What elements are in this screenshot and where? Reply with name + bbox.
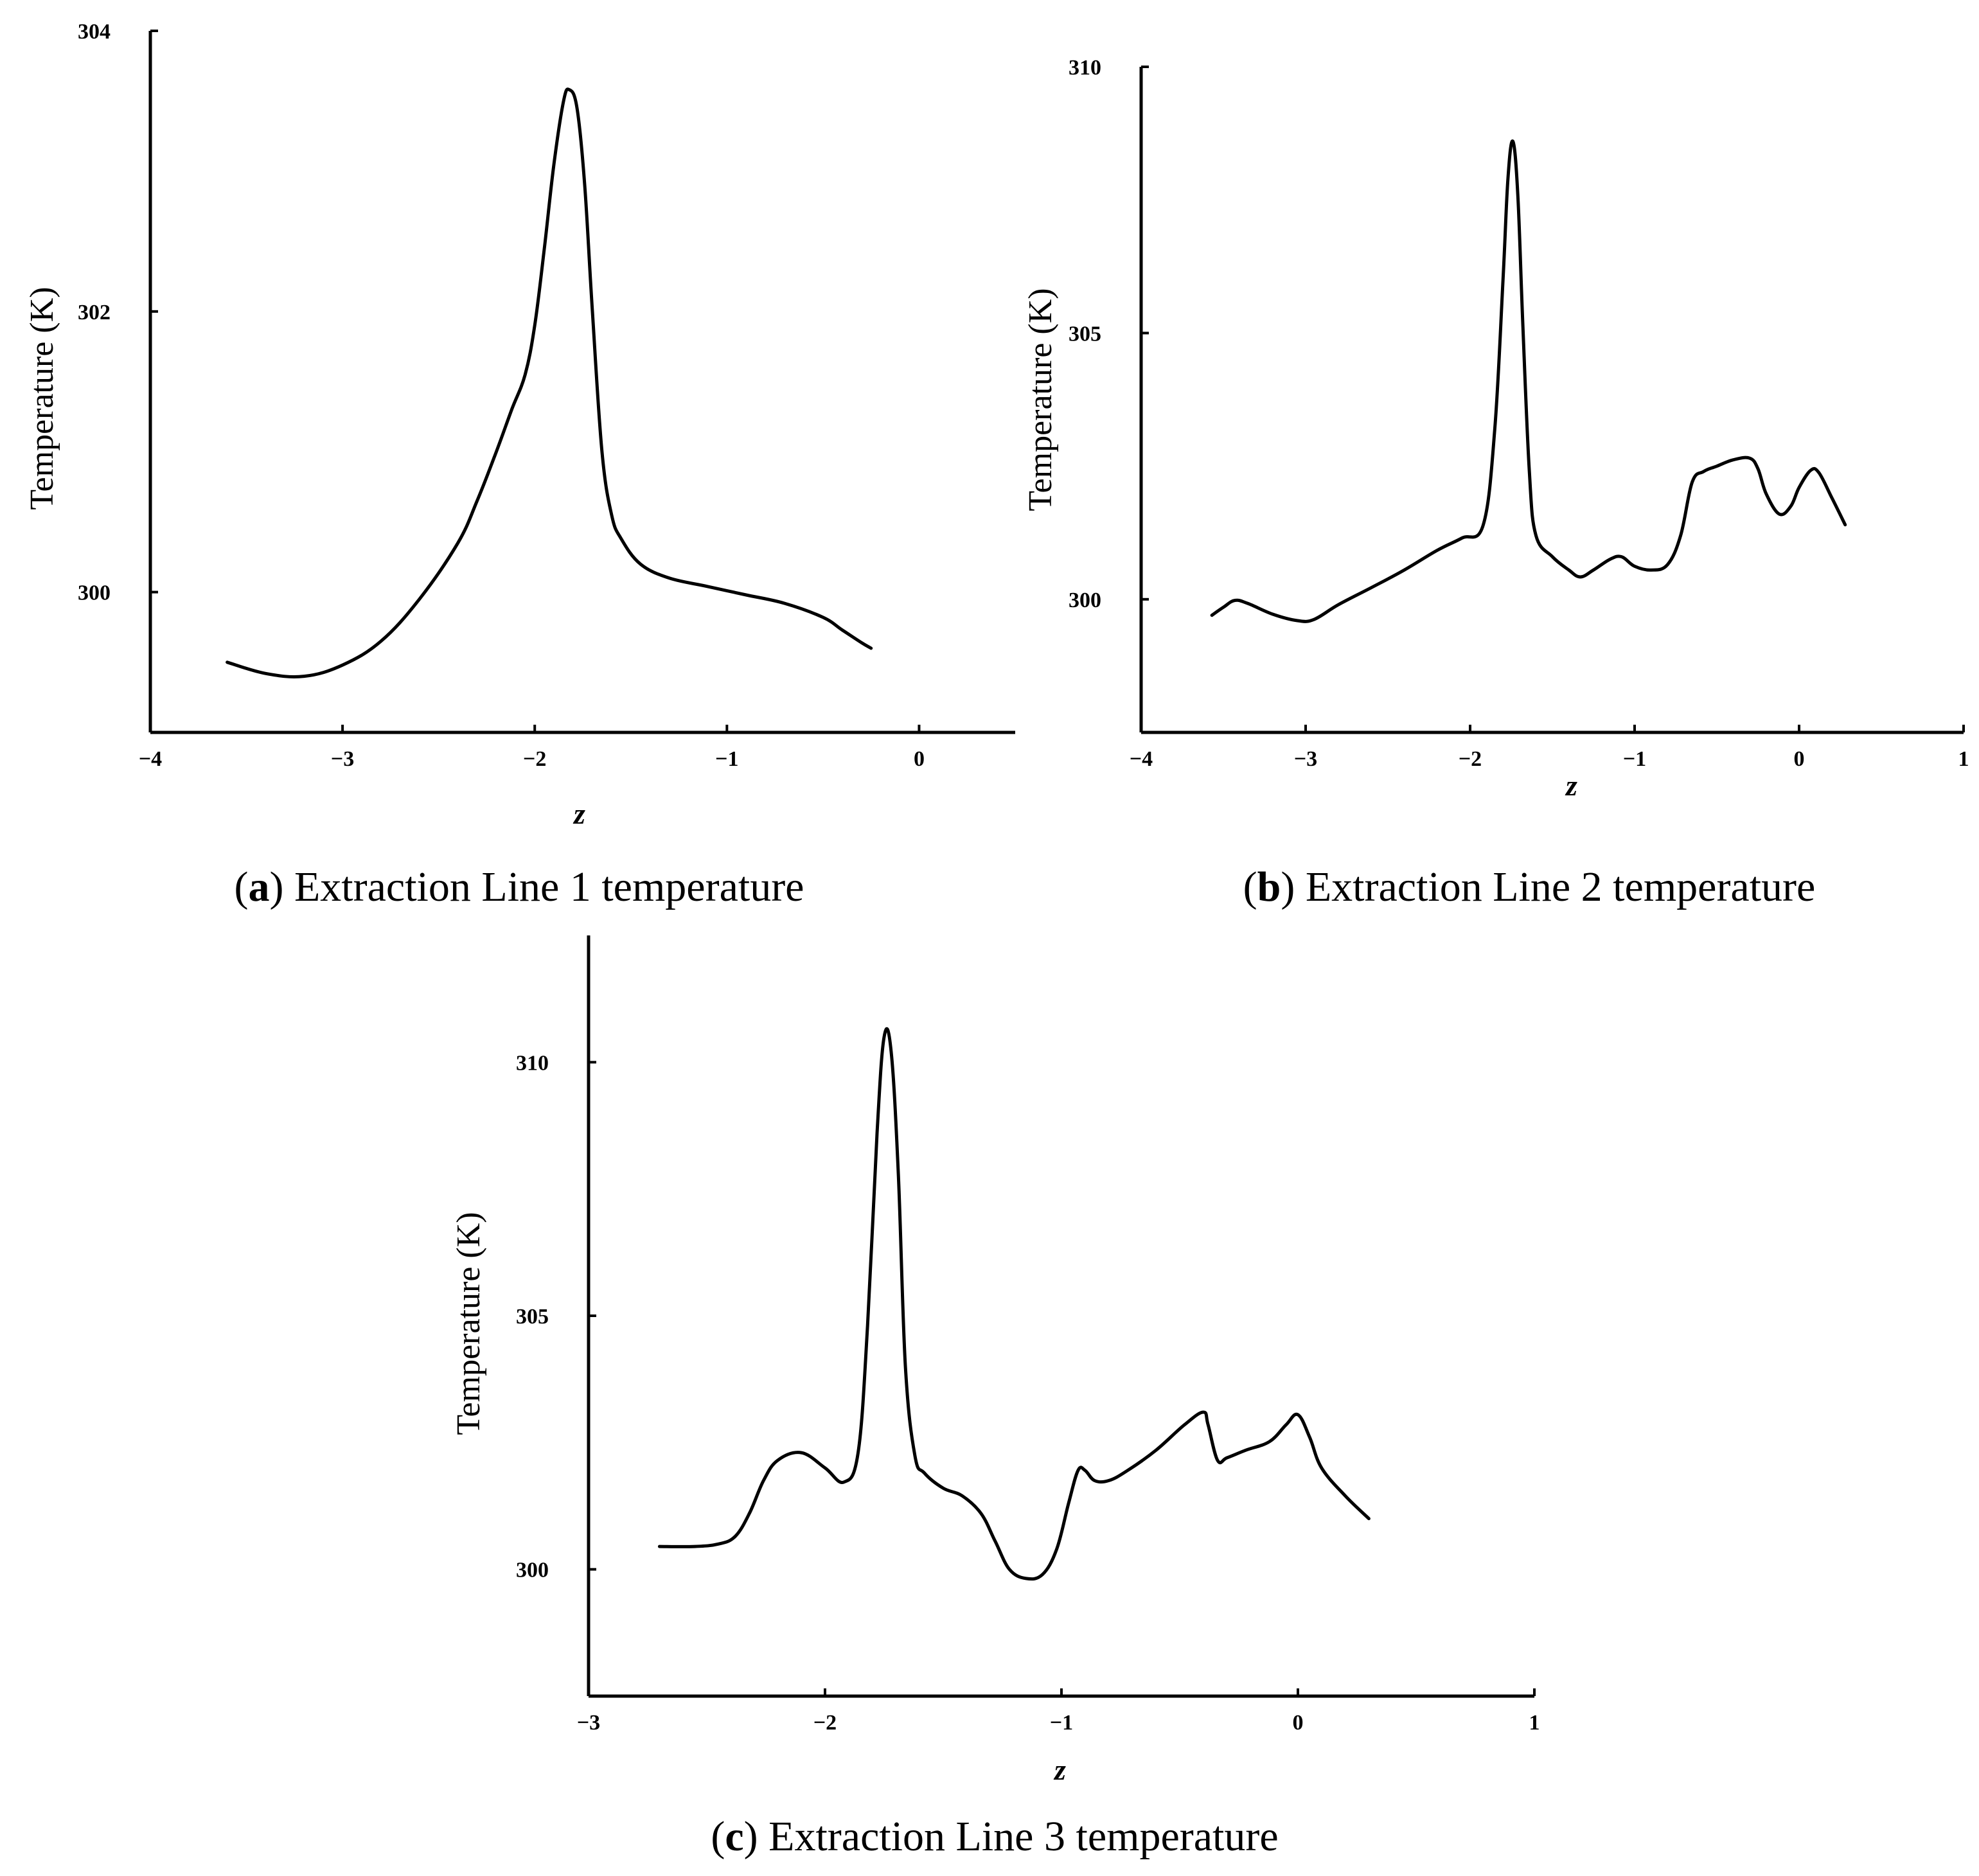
series-line-2 — [1210, 139, 1847, 623]
x-tick-label: −4 — [1130, 747, 1153, 771]
y-axis-title-b: Temperature (K) — [1022, 288, 1059, 511]
x-tick-label: −2 — [523, 747, 546, 771]
y-tick-label: 300 — [516, 1559, 549, 1582]
caption-letter-a: a — [249, 863, 270, 910]
y-tick-label: 300 — [78, 581, 111, 605]
caption-title-b: Extraction Line 2 temperature — [1306, 863, 1815, 910]
caption-title-a: Extraction Line 1 temperature — [294, 863, 804, 910]
y-tick-label: 304 — [78, 20, 111, 44]
x-axis-title-b: z — [1565, 769, 1577, 802]
caption-letter-c: c — [725, 1813, 743, 1860]
x-tick-label: −3 — [577, 1711, 600, 1735]
x-tick-label: −1 — [1050, 1711, 1073, 1735]
caption-a: (a) Extraction Line 1 temperature — [235, 863, 804, 910]
x-tick-label: 0 — [1293, 1711, 1304, 1735]
x-tick-label: −2 — [1459, 747, 1482, 771]
ticks-c: −3 −2 −1 0 1 300 305 310 — [516, 1051, 1540, 1735]
ticks-a: −4 −3 −2 −1 0 300 302 304 — [78, 20, 925, 771]
x-tick-label: −1 — [715, 747, 738, 771]
series-line-1 — [226, 87, 873, 678]
y-tick-label: 300 — [1069, 588, 1101, 612]
x-tick-label: 1 — [1529, 1711, 1540, 1735]
chart-panel-b: −4 −3 −2 −1 0 1 300 305 310 Temperature (K) z (b… — [1022, 56, 1969, 910]
caption-b: (b) Extraction Line 2 temperature — [1243, 863, 1816, 910]
x-tick-label: −4 — [139, 747, 162, 771]
series-line-3 — [657, 1027, 1371, 1581]
x-tick-label: −3 — [1294, 747, 1317, 771]
y-tick-label: 310 — [1069, 56, 1101, 80]
x-axis-title-a: z — [572, 797, 585, 830]
y-axis-title-a: Temperature (K) — [24, 287, 60, 509]
x-tick-label: 1 — [1958, 747, 1969, 771]
x-tick-label: −2 — [813, 1711, 837, 1735]
x-tick-label: −1 — [1623, 747, 1646, 771]
y-axis-title-c: Temperature (K) — [450, 1212, 487, 1435]
y-tick-label: 310 — [516, 1051, 549, 1075]
y-tick-label: 305 — [516, 1305, 549, 1329]
x-tick-label: −3 — [331, 747, 354, 771]
caption-c: (c) Extraction Line 3 temperature — [711, 1813, 1278, 1860]
y-tick-label: 302 — [78, 301, 111, 324]
chart-panel-c: −3 −2 −1 0 1 300 305 310 Temperature (K) z (c) … — [450, 935, 1540, 1860]
caption-title-c: Extraction Line 3 temperature — [768, 1813, 1278, 1860]
x-tick-label: 0 — [1794, 747, 1805, 771]
x-tick-label: 0 — [914, 747, 925, 771]
x-axis-title-c: z — [1053, 1753, 1066, 1786]
ticks-b: −4 −3 −2 −1 0 1 300 305 310 — [1069, 56, 1969, 771]
caption-letter-b: b — [1257, 863, 1281, 910]
chart-panel-a: −4 −3 −2 −1 0 300 302 304 Temperature (K) z (a)… — [24, 20, 1015, 910]
y-tick-label: 305 — [1069, 322, 1101, 346]
